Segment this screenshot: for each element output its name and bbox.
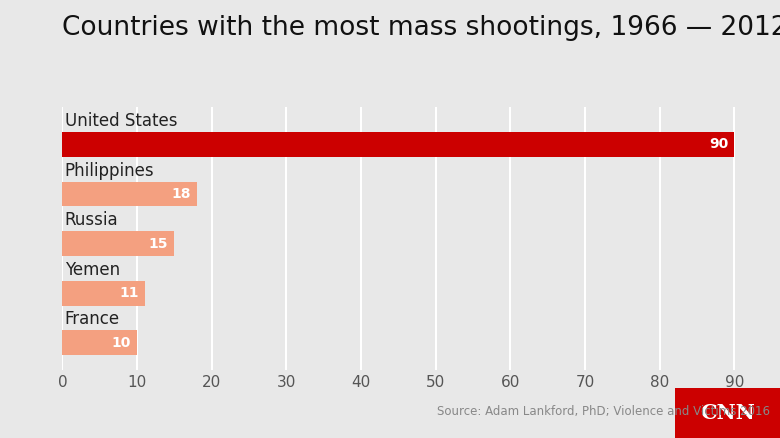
Text: Philippines: Philippines (65, 162, 154, 180)
Text: France: France (65, 311, 120, 328)
Bar (62, 132, 734, 157)
Bar (62, 182, 197, 206)
Text: 15: 15 (149, 237, 168, 251)
Text: United States: United States (65, 112, 177, 130)
Text: 11: 11 (119, 286, 139, 300)
Text: Yemen: Yemen (65, 261, 120, 279)
Bar (62, 231, 175, 256)
Bar (62, 281, 144, 306)
Text: 90: 90 (709, 138, 729, 152)
Bar (62, 330, 137, 355)
Text: 10: 10 (112, 336, 131, 350)
Text: Source: Adam Lankford, PhD; Violence and Victims 2016: Source: Adam Lankford, PhD; Violence and… (437, 405, 770, 418)
Text: Countries with the most mass shootings, 1966 — 2012: Countries with the most mass shootings, … (62, 15, 780, 41)
Text: Russia: Russia (65, 211, 119, 229)
Text: CNN: CNN (700, 403, 755, 423)
Text: 18: 18 (172, 187, 191, 201)
